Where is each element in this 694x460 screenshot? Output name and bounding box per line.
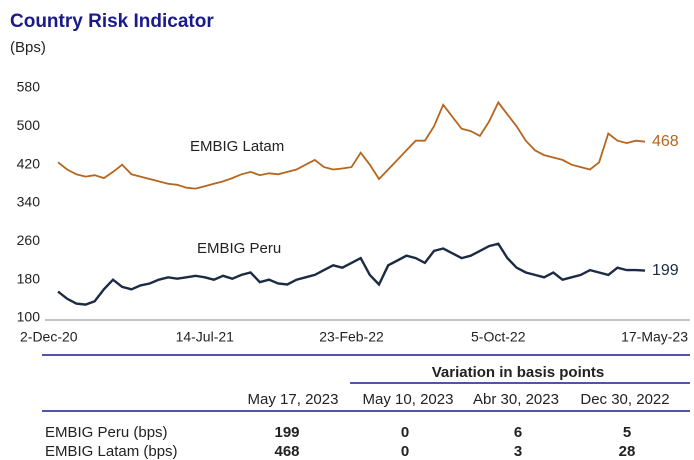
table-group-header: Variation in basis points <box>432 364 605 381</box>
table-cell: 5 <box>623 424 631 441</box>
series-label: EMBIG Latam <box>190 138 284 155</box>
table-cell: 6 <box>514 424 522 441</box>
y-tick-label: 580 <box>17 79 41 95</box>
chart-subtitle: (Bps) <box>10 39 46 56</box>
y-tick-label: 260 <box>17 232 41 248</box>
y-tick-label: 420 <box>17 155 41 171</box>
table-cell: 468 <box>274 443 299 460</box>
table-cell: 199 <box>274 424 299 441</box>
table-row-label: EMBIG Peru (bps) <box>45 424 168 441</box>
x-tick-label: 5-Oct-22 <box>471 329 526 345</box>
y-tick-label: 180 <box>17 270 41 286</box>
table-cell: 0 <box>401 424 409 441</box>
table-column-header: Abr 30, 2023 <box>473 391 559 408</box>
table-cell: 3 <box>514 443 522 460</box>
table-column-header: May 17, 2023 <box>248 391 339 408</box>
table-cell: 28 <box>619 443 636 460</box>
x-tick-label: 2-Dec-20 <box>20 329 78 345</box>
y-tick-label: 100 <box>17 309 41 325</box>
y-tick-label: 340 <box>17 194 41 210</box>
table-cell: 0 <box>401 443 409 460</box>
series-line <box>57 242 646 306</box>
end-label: 199 <box>652 262 679 279</box>
x-tick-label: 14-Jul-21 <box>176 329 235 345</box>
end-label: 468 <box>652 133 679 150</box>
table-column-header: Dec 30, 2022 <box>580 391 669 408</box>
table-column-header: May 10, 2023 <box>363 391 454 408</box>
series-label: EMBIG Peru <box>197 240 281 257</box>
series-line <box>57 100 646 190</box>
chart-title: Country Risk Indicator <box>10 11 214 32</box>
y-tick-label: 500 <box>17 117 41 133</box>
x-tick-label: 17-May-23 <box>621 329 688 345</box>
table-row-label: EMBIG Latam (bps) <box>45 443 178 460</box>
x-tick-label: 23-Feb-22 <box>319 329 384 345</box>
